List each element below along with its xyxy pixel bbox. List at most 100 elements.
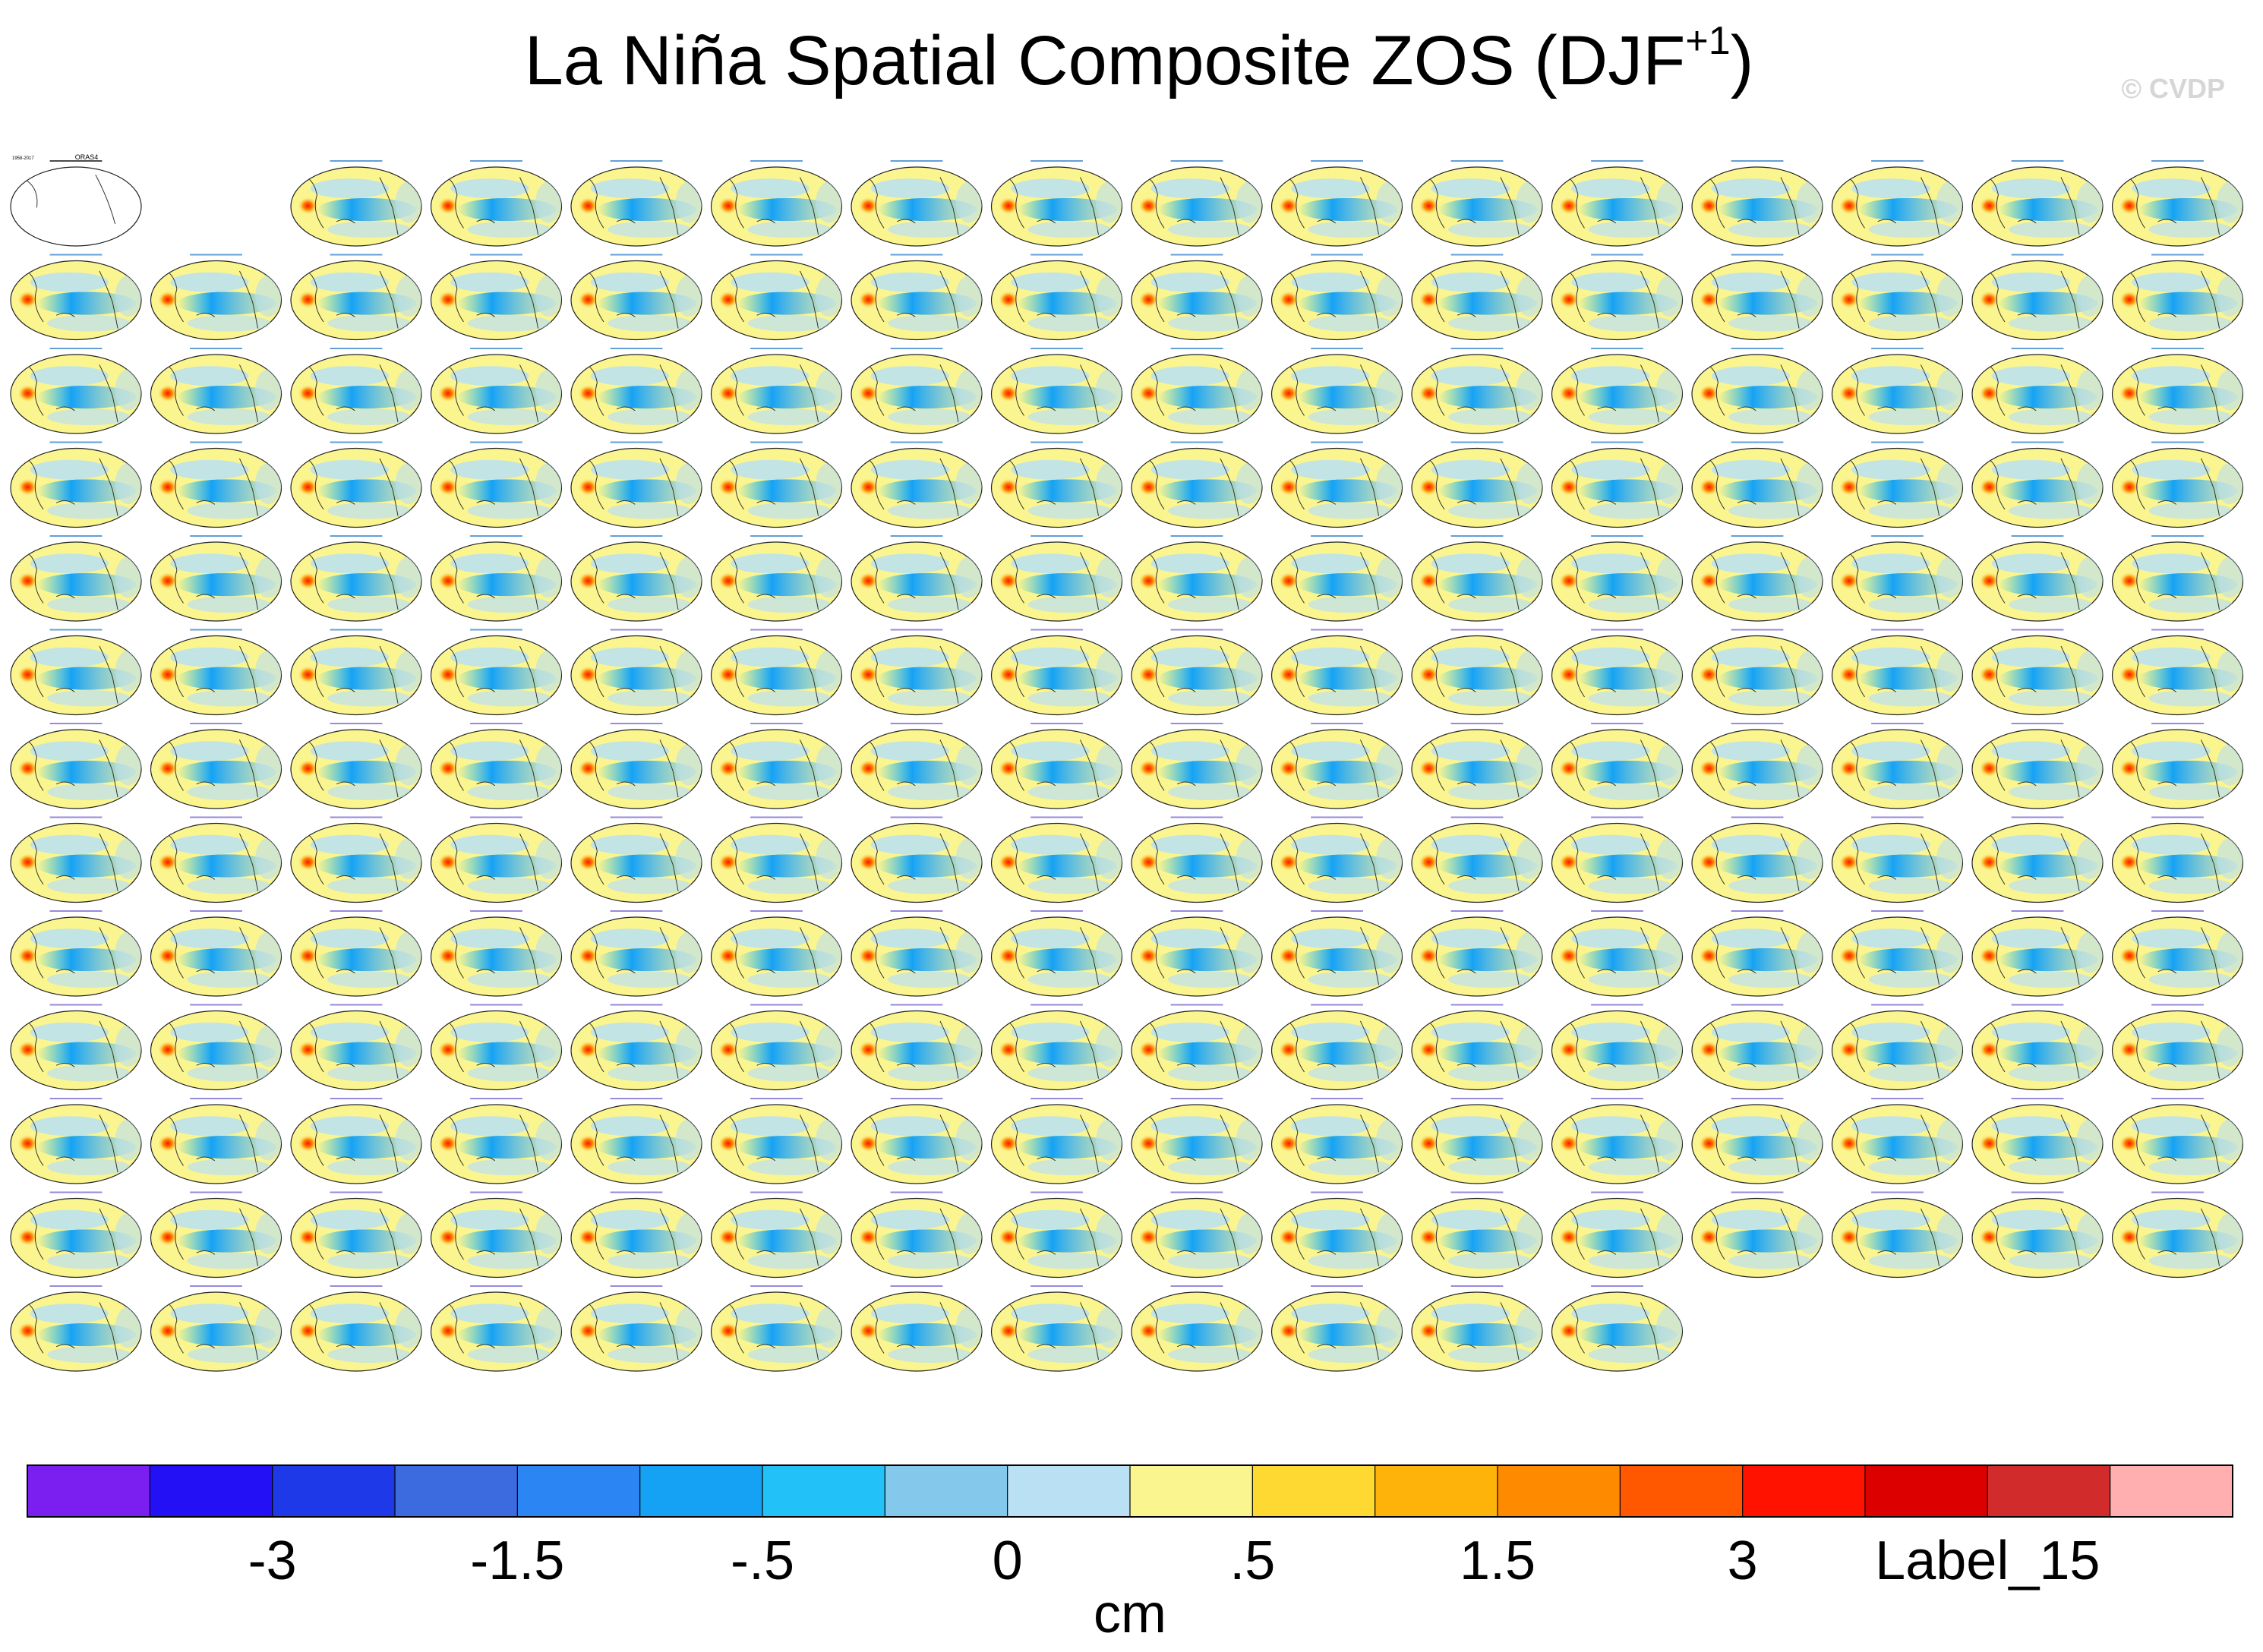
map-panel	[1971, 441, 2104, 528]
map-panel	[851, 441, 983, 528]
map-panel	[1411, 629, 1543, 716]
colorbar-swatch	[1865, 1465, 1988, 1517]
map-panel	[1131, 629, 1263, 716]
title-close: )	[1730, 22, 1754, 99]
map-panel	[1971, 1191, 2104, 1278]
colorbar-swatch	[1987, 1465, 2111, 1517]
map-panel	[851, 1285, 983, 1372]
colorbar-tick-label: -3	[248, 1531, 297, 1591]
map-panel	[1971, 254, 2104, 341]
map-panel	[1971, 535, 2104, 622]
map-panel	[10, 1098, 142, 1184]
map-panel	[1270, 441, 1403, 528]
map-panel	[290, 1191, 422, 1278]
map-panel	[1270, 723, 1403, 809]
map-panel	[710, 816, 843, 903]
map-panel	[1971, 723, 2104, 809]
colorbar-swatch	[1130, 1465, 1253, 1517]
map-panel	[1270, 816, 1403, 903]
map-panel	[710, 1004, 843, 1091]
map-panel	[851, 723, 983, 809]
map-panel	[1831, 629, 1964, 716]
colorbar-swatch	[272, 1465, 396, 1517]
map-panel	[2111, 723, 2244, 809]
panel-grid: ORAS4 1958-2017	[10, 153, 2244, 1372]
map-panel	[1971, 348, 2104, 434]
colorbar-swatch	[885, 1465, 1008, 1517]
map-panel	[10, 1004, 142, 1091]
colorbar-tick-label: -.5	[731, 1531, 794, 1591]
colorbar-swatch	[1498, 1465, 1621, 1517]
map-panel	[1691, 535, 1823, 622]
map-panel	[1691, 441, 1823, 528]
map-panel	[10, 535, 142, 622]
map-panel	[430, 1191, 563, 1278]
colorbar-swatch	[517, 1465, 641, 1517]
map-panel	[10, 723, 142, 809]
map-panel	[990, 629, 1123, 716]
map-panel	[990, 348, 1123, 434]
map-panel	[1551, 1098, 1684, 1184]
map-panel	[2111, 535, 2244, 622]
colorbar-tick-label: Label_15	[1875, 1531, 2100, 1591]
map-panel	[2111, 441, 2244, 528]
map-panel	[1270, 535, 1403, 622]
colorbar-tick-label: 1.5	[1460, 1531, 1535, 1591]
map-panel	[1831, 535, 1964, 622]
map-panel	[430, 254, 563, 341]
map-panel	[10, 1285, 142, 1372]
map-panel	[990, 160, 1123, 247]
map-panel	[290, 1285, 422, 1372]
map-panel	[1691, 1191, 1823, 1278]
map-panel	[150, 629, 282, 716]
map-panel	[570, 1191, 702, 1278]
colorbar-swatch	[1007, 1465, 1131, 1517]
map-panel	[1551, 254, 1684, 341]
map-panel	[710, 1285, 843, 1372]
map-panel	[1270, 348, 1403, 434]
map-panel	[1691, 348, 1823, 434]
map-panel	[1831, 723, 1964, 809]
map-panel	[290, 254, 422, 341]
map-panel	[290, 1004, 422, 1091]
map-panel	[1551, 1191, 1684, 1278]
map-panel	[1270, 1191, 1403, 1278]
map-panel	[150, 535, 282, 622]
map-panel	[1270, 254, 1403, 341]
map-panel	[290, 160, 422, 247]
map-panel	[430, 910, 563, 997]
map-panel	[851, 910, 983, 997]
map-panel	[1831, 1191, 1964, 1278]
map-panel	[1551, 1285, 1684, 1372]
map-panel	[2111, 348, 2244, 434]
map-panel	[2111, 629, 2244, 716]
map-panel	[710, 160, 843, 247]
map-panel	[570, 160, 702, 247]
map-panel	[570, 1098, 702, 1184]
map-panel	[1270, 1004, 1403, 1091]
map-panel	[1691, 160, 1823, 247]
map-panel	[10, 441, 142, 528]
map-panel	[150, 1004, 282, 1091]
map-panel	[990, 535, 1123, 622]
map-panel	[1971, 816, 2104, 903]
map-panel	[1551, 441, 1684, 528]
map-panel	[990, 1191, 1123, 1278]
map-panel	[1270, 910, 1403, 997]
map-panel	[570, 254, 702, 341]
map-panel	[1691, 1098, 1823, 1184]
colorbar-tick-label: 0	[993, 1531, 1023, 1591]
map-panel	[1831, 348, 1964, 434]
map-panel	[430, 629, 563, 716]
map-panel	[570, 723, 702, 809]
chart-title: La Niña Spatial Composite ZOS (DJF+1)	[0, 20, 2263, 99]
colorbar-swatch	[1742, 1465, 1866, 1517]
map-panel	[1551, 160, 1684, 247]
map-panel	[990, 723, 1123, 809]
map-panel	[290, 535, 422, 622]
map-panel	[1691, 816, 1823, 903]
map-panel	[1131, 348, 1263, 434]
map-panel	[10, 910, 142, 997]
title-main: La Niña Spatial Composite ZOS (DJF	[524, 22, 1686, 99]
map-panel	[150, 816, 282, 903]
